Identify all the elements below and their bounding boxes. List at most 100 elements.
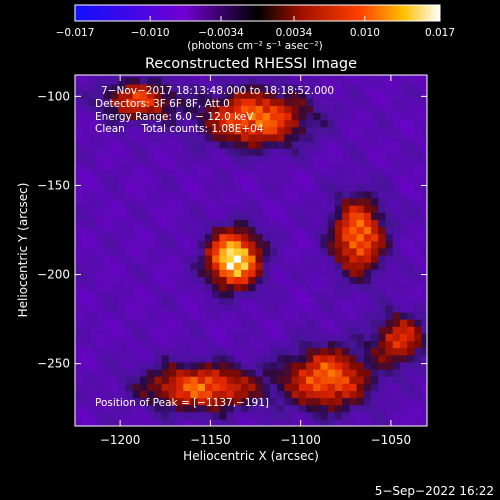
heatmap-cell [111, 376, 119, 384]
heatmap-cell [103, 83, 112, 92]
heatmap-cell [306, 262, 314, 270]
heatmap-cell [269, 283, 278, 292]
heatmap-cell [168, 76, 177, 85]
heatmap-cell [82, 319, 91, 327]
heatmap-cell [197, 311, 206, 320]
heatmap-cell [190, 226, 199, 235]
heatmap-cell [334, 247, 343, 256]
heatmap-cell [82, 176, 91, 185]
heatmap-cell [327, 247, 336, 256]
heatmap-cell [371, 197, 379, 206]
heatmap-cell [306, 361, 314, 370]
heatmap-cell [421, 105, 427, 114]
heatmap-cell [320, 290, 329, 299]
heatmap-cell [356, 148, 365, 156]
heatmap-cell [327, 98, 336, 106]
heatmap-cell [399, 98, 408, 106]
heatmap-cell [176, 233, 184, 242]
heatmap-cell [139, 376, 148, 384]
heatmap-cell [183, 133, 192, 142]
heatmap-cell [118, 368, 127, 377]
heatmap-cell [82, 311, 91, 320]
heatmap-cell [89, 219, 98, 228]
heatmap-cell [75, 162, 83, 171]
heatmap-cell [125, 197, 134, 206]
heatmap-cell [204, 297, 213, 306]
annotation-energy-range: Energy Range: 6.0 − 12.0 keV [95, 111, 254, 123]
colorbar-tick-label: 0.010 [350, 27, 380, 39]
heatmap-cell [204, 368, 213, 377]
heatmap-cell [255, 169, 264, 178]
heatmap-cell [204, 76, 213, 85]
heatmap-cell [176, 283, 184, 292]
heatmap-cell [132, 83, 141, 92]
heatmap-cell [197, 197, 206, 206]
heatmap-cell [356, 361, 365, 370]
heatmap-cell [269, 247, 278, 256]
heatmap-cell [284, 91, 293, 99]
heatmap-cell [363, 212, 372, 220]
heatmap-cell [248, 411, 257, 420]
heatmap-cell [212, 148, 221, 156]
heatmap-cell [291, 326, 300, 334]
heatmap-cell [378, 98, 387, 106]
heatmap-cell [103, 190, 112, 199]
heatmap-cell [154, 276, 163, 285]
heatmap-cell [118, 304, 127, 313]
heatmap-cell [248, 390, 257, 399]
heatmap-cell [118, 112, 127, 121]
heatmap-cell [306, 269, 314, 277]
heatmap-cell [176, 75, 184, 78]
heatmap-cell [82, 197, 91, 206]
heatmap-cell [306, 404, 314, 413]
heatmap-cell [226, 190, 235, 199]
heatmap-cell [111, 333, 119, 342]
heatmap-cell [154, 354, 163, 363]
heatmap-cell [378, 404, 387, 413]
heatmap-cell [291, 290, 300, 299]
heatmap-cell [75, 304, 83, 313]
heatmap-cell [233, 319, 242, 327]
heatmap-cell [399, 112, 408, 121]
heatmap-cell [233, 269, 242, 277]
heatmap-cell [255, 347, 264, 356]
heatmap-cell [111, 390, 119, 399]
heatmap-cell [147, 75, 156, 78]
heatmap-cell [306, 333, 314, 342]
heatmap-cell [269, 319, 278, 327]
heatmap-cell [204, 276, 213, 285]
heatmap-cell [385, 262, 394, 270]
heatmap-cell [334, 326, 343, 334]
heatmap-cell [371, 155, 379, 163]
heatmap-cell [125, 112, 134, 121]
heatmap-cell [139, 133, 148, 142]
heatmap-cell [255, 390, 264, 399]
heatmap-cell [262, 326, 271, 334]
heatmap-cell [89, 197, 98, 206]
heatmap-cell [298, 240, 307, 249]
heatmap-cell [269, 347, 278, 356]
heatmap-cell [103, 326, 112, 334]
heatmap-cell [284, 247, 293, 256]
heatmap-cell [212, 112, 221, 121]
heatmap-cell [349, 91, 358, 99]
heatmap-cell [75, 326, 83, 334]
heatmap-cell [378, 140, 387, 149]
heatmap-cell [399, 162, 408, 171]
heatmap-cell [233, 190, 242, 199]
heatmap-cell [190, 304, 199, 313]
heatmap-cell [262, 376, 271, 384]
heatmap-cell [414, 240, 423, 249]
heatmap-cell [176, 368, 184, 377]
heatmap-cell [320, 397, 329, 406]
heatmap-cell [407, 75, 415, 78]
heatmap-cell [139, 226, 148, 235]
heatmap-cell [154, 75, 163, 78]
heatmap-cell [89, 326, 98, 334]
heatmap-cell [334, 297, 343, 306]
heatmap-cell [168, 133, 177, 142]
heatmap-cell [371, 361, 379, 370]
heatmap-cell [306, 418, 314, 426]
heatmap-cell [125, 283, 134, 292]
heatmap-cell [176, 319, 184, 327]
